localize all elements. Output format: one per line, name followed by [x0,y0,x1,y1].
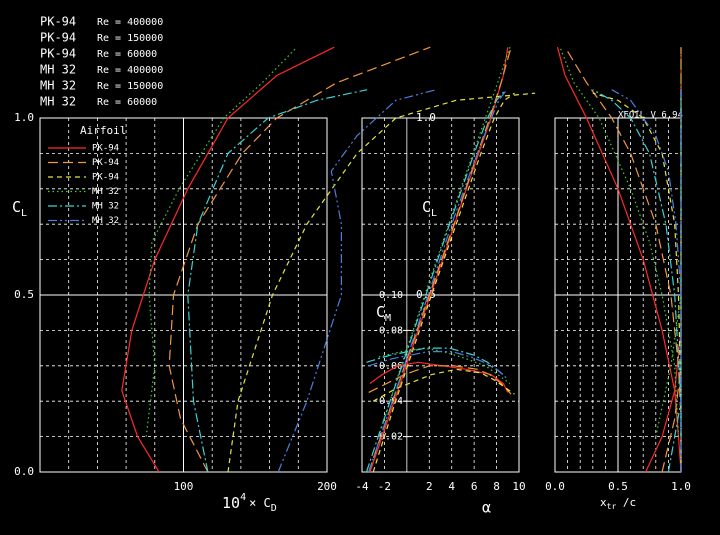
y-tick-label: 1.0 [14,111,34,124]
legend-title: Airfoil [80,124,126,137]
y-tick-label: 0.5 [14,288,34,301]
polar-cl-alpha [365,89,506,473]
polar-xtr-bot [667,89,682,473]
x-tick-label: 0.5 [608,480,628,493]
y2-label-sub: M [385,313,391,324]
polar-cl-alpha [372,92,515,473]
polar-cl-cd [121,46,335,473]
legend-label: MH 32 [92,216,119,226]
cd-label-times: × C [249,496,271,510]
y-label-inner: CL [422,198,437,220]
xtr-label-rest: /c [616,496,636,509]
cd-label: 104 × CD [222,492,277,514]
y2-tick-label: -0.06 [373,361,403,372]
legend-name: MH 32 [40,95,76,109]
y2-tick-label: -0.04 [373,396,403,407]
xtr-label: xtr /c [600,496,636,511]
polar-cl-alpha [368,47,512,473]
legend-re: Re = 400000 [97,65,163,76]
polar-xtr-top [559,46,680,437]
legend-label: PK-94 [92,173,119,183]
polar-cl-cd [145,46,298,437]
x-tick-label: 0.0 [545,480,565,493]
x-tick-label: 1.0 [671,480,691,493]
polar-cl-alpha [368,89,508,473]
xtr-label-sub: tr [607,502,617,511]
y-label-base: C [12,198,21,216]
polar-cm-alpha [372,368,515,402]
alpha-label: α [482,499,491,517]
legend-label: PK-94 [92,158,119,168]
xtr-label-base: x [600,496,607,509]
polar-cl-cd [227,92,536,473]
legend-re: Re = 150000 [97,81,163,92]
x-tick-label: 8 [493,480,500,493]
y2-tick-label: -0.08 [373,325,403,336]
cd-label-exp: 4 [240,492,246,503]
y-label-sub: L [21,208,27,219]
polar-cm-alpha [368,351,508,379]
x-tick-label: 6 [471,480,478,493]
legend-name: MH 32 [40,63,76,77]
polar-cl-cd [277,89,437,473]
x-tick-label: 4 [448,480,455,493]
x-tick-label: 100 [174,480,194,493]
x-tick-label: -2 [378,480,391,493]
y2-tick-label: -0.02 [373,432,403,443]
polar-cl-cd [187,89,368,473]
legend-label: MH 32 [92,202,119,212]
y-tick-label-inner: 1.0 [416,111,436,124]
legend-name: PK-94 [40,15,76,29]
polar-cm-alpha [368,365,512,395]
cd-label-base: 10 [222,494,240,512]
legend-label: MH 32 [92,187,119,197]
legend-name: PK-94 [40,31,76,45]
version: XFOIL V 6.94 [618,111,683,121]
polar-cl-alpha [378,47,511,437]
x-tick-label: 10 [512,480,525,493]
polar-cl-alpha [369,47,509,473]
y-label-sub: L [431,208,437,219]
polar-cm-alpha [366,347,506,377]
y-label-base: C [422,198,431,216]
y-label: CL [12,198,27,220]
polar-xtr-top [592,89,682,472]
y2-tick-label: -0.10 [373,290,403,301]
legend-name: MH 32 [40,79,76,93]
y2-label-base: C [376,303,385,321]
x-tick-label: 2 [426,480,433,493]
cd-label-sub: D [271,503,277,514]
y2-label: CM [376,303,391,325]
legend-name: PK-94 [40,47,76,61]
legend-re: Re = 150000 [97,33,163,44]
legend-re: Re = 60000 [97,97,157,108]
polar-cm-alpha [378,347,511,384]
legend-re: Re = 60000 [97,49,157,60]
legend-re: Re = 400000 [97,17,163,28]
x-tick-label: 200 [317,480,337,493]
y-tick-label: 0.0 [14,465,34,478]
polar-xtr-top [592,92,682,472]
legend-label: PK-94 [92,144,119,154]
x-tick-label: -4 [355,480,369,493]
